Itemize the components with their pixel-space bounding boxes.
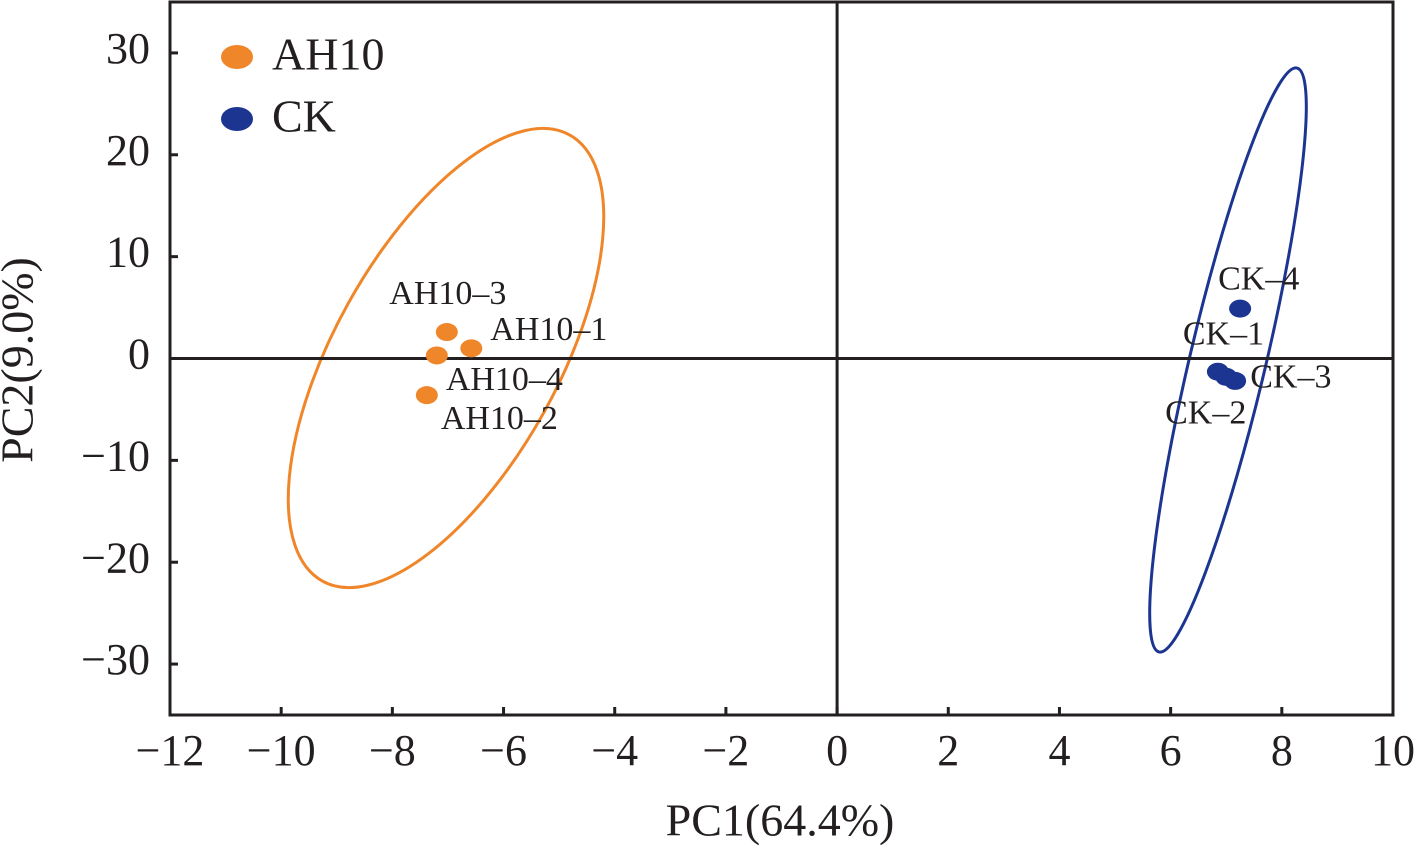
point-label: CK–3 [1250,359,1331,396]
x-tick-label: 0 [826,726,848,775]
y-tick-label: 10 [106,228,150,277]
legend-marker [221,107,253,131]
y-tick-label: 0 [128,330,150,379]
y-tick-label: 30 [106,24,150,73]
y-tick-label: −20 [81,533,150,582]
x-tick-label: 2 [937,726,959,775]
y-axis-label: PC2(9.0%) [0,257,43,463]
confidence-ellipse [286,126,606,590]
legend-marker [221,45,253,69]
point-label: AH10–4 [446,361,563,398]
legend-label: AH10 [272,29,384,80]
x-tick-label: 6 [1160,726,1182,775]
point-label: AH10–2 [441,400,558,437]
x-tick-label: 4 [1048,726,1070,775]
x-tick-label: −6 [480,726,527,775]
x-tick-label: −8 [369,726,416,775]
y-tick-label: −30 [81,635,150,684]
point-label: CK–1 [1183,316,1264,353]
point [1229,299,1252,318]
point-label: CK–4 [1218,260,1299,297]
x-tick-label: −2 [702,726,749,775]
point [1224,371,1247,390]
y-tick-label: 20 [106,126,150,175]
legend-label: CK [272,91,336,142]
x-tick-label: −10 [247,726,316,775]
x-tick-label: −4 [591,726,638,775]
x-tick-label: 8 [1271,726,1293,775]
x-tick-label: −12 [136,726,205,775]
point [415,386,438,405]
confidence-ellipse [1148,66,1308,654]
point [460,339,483,358]
x-tick-label: 10 [1371,726,1415,775]
point-label: AH10–1 [490,311,607,348]
point [435,323,458,342]
point-label: CK–2 [1165,395,1246,432]
x-axis-label: PC1(64.4%) [666,795,895,846]
point [425,346,448,365]
point-label: AH10–3 [389,275,506,312]
y-tick-label: −10 [81,431,150,480]
